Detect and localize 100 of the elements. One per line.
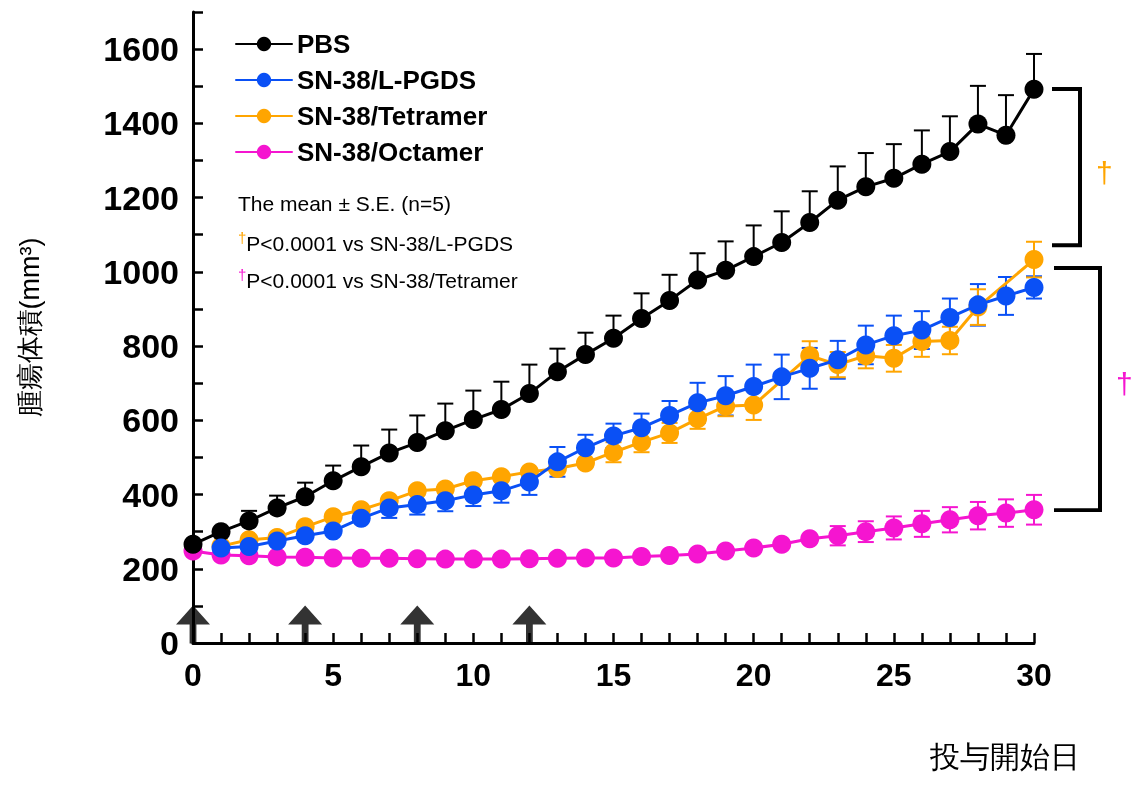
point [351, 457, 371, 477]
point [940, 331, 960, 350]
point [323, 548, 343, 568]
point [351, 548, 371, 568]
point [288, 605, 323, 644]
point [912, 320, 932, 340]
x-axis-title: 投与開始日 [929, 739, 1080, 773]
point [351, 508, 371, 528]
point [660, 405, 680, 425]
point [575, 548, 595, 568]
point [800, 212, 820, 232]
point [1024, 79, 1044, 99]
point [295, 487, 315, 507]
point [996, 125, 1016, 145]
x-tick-label: 0 [184, 657, 202, 693]
point [323, 521, 343, 541]
point [716, 260, 736, 280]
point [744, 377, 764, 397]
point [828, 190, 848, 210]
point [239, 511, 259, 531]
point [688, 544, 708, 564]
point [512, 605, 547, 644]
x-tick-label: 25 [876, 657, 912, 693]
point [884, 348, 904, 368]
legend-label: SN-38/Tetramer [297, 101, 488, 131]
point [491, 400, 511, 420]
point [400, 605, 435, 644]
y-tick-label: 1600 [103, 30, 179, 69]
point [379, 548, 399, 568]
point [940, 510, 960, 530]
point [772, 534, 792, 554]
legend-label: SN-38/Octamer [297, 137, 484, 167]
point [604, 328, 623, 348]
y-tick-label: 800 [122, 327, 179, 366]
y-axis-title: 腫瘍体積(mm³) [14, 237, 45, 418]
point [575, 345, 595, 365]
point [519, 472, 539, 492]
text: † [1096, 156, 1113, 191]
legend-label: PBS [297, 29, 351, 59]
point [632, 547, 652, 567]
point [379, 498, 399, 518]
point [379, 443, 399, 463]
point [1024, 250, 1044, 270]
point [660, 290, 680, 310]
x-tick-label: 15 [595, 657, 632, 693]
point [968, 506, 988, 526]
point [632, 309, 652, 329]
x-tick-label: 5 [324, 657, 343, 693]
point [407, 549, 427, 569]
point [968, 114, 988, 134]
point [800, 358, 820, 378]
point [856, 335, 876, 355]
point [547, 362, 567, 382]
point [463, 410, 483, 430]
point [295, 526, 315, 546]
point [519, 384, 539, 404]
point [912, 154, 932, 174]
point [772, 367, 792, 387]
point [856, 177, 876, 197]
point [716, 541, 736, 561]
point [323, 471, 343, 491]
point [176, 605, 210, 644]
point [996, 286, 1016, 306]
x-tick-label: 30 [1016, 657, 1052, 693]
y-tick-label: 1200 [103, 178, 179, 217]
y-tick-label: 600 [122, 401, 179, 440]
point [772, 233, 792, 252]
point [239, 537, 259, 556]
point [940, 307, 960, 327]
y-tick-label: 0 [160, 624, 179, 662]
point [940, 142, 960, 162]
point [295, 547, 315, 567]
point [912, 514, 932, 534]
legend-label: SN-38/L-PGDS [297, 65, 477, 95]
point [1024, 500, 1044, 520]
annotation: $^{†}$P<0.0001 vs SN-38/L-PGDS [238, 229, 514, 256]
point [407, 433, 427, 453]
y-tick-label: 1000 [103, 252, 179, 291]
point [547, 548, 567, 568]
point [211, 522, 231, 542]
point [267, 498, 287, 518]
point [183, 534, 203, 554]
point [828, 350, 848, 370]
point [632, 418, 652, 438]
x-tick-label: 20 [735, 657, 772, 693]
point [716, 386, 736, 406]
text: † [1116, 366, 1133, 401]
x-tick-label: 10 [455, 657, 492, 693]
point [744, 395, 764, 415]
point [435, 549, 455, 569]
point [688, 393, 708, 413]
point [744, 538, 764, 558]
point [463, 549, 483, 569]
point [800, 529, 820, 549]
point [660, 545, 680, 565]
point [688, 270, 708, 290]
point [267, 547, 287, 567]
y-tick-label: 400 [122, 475, 179, 514]
point [744, 247, 764, 267]
y-tick-label: 1400 [103, 104, 179, 143]
